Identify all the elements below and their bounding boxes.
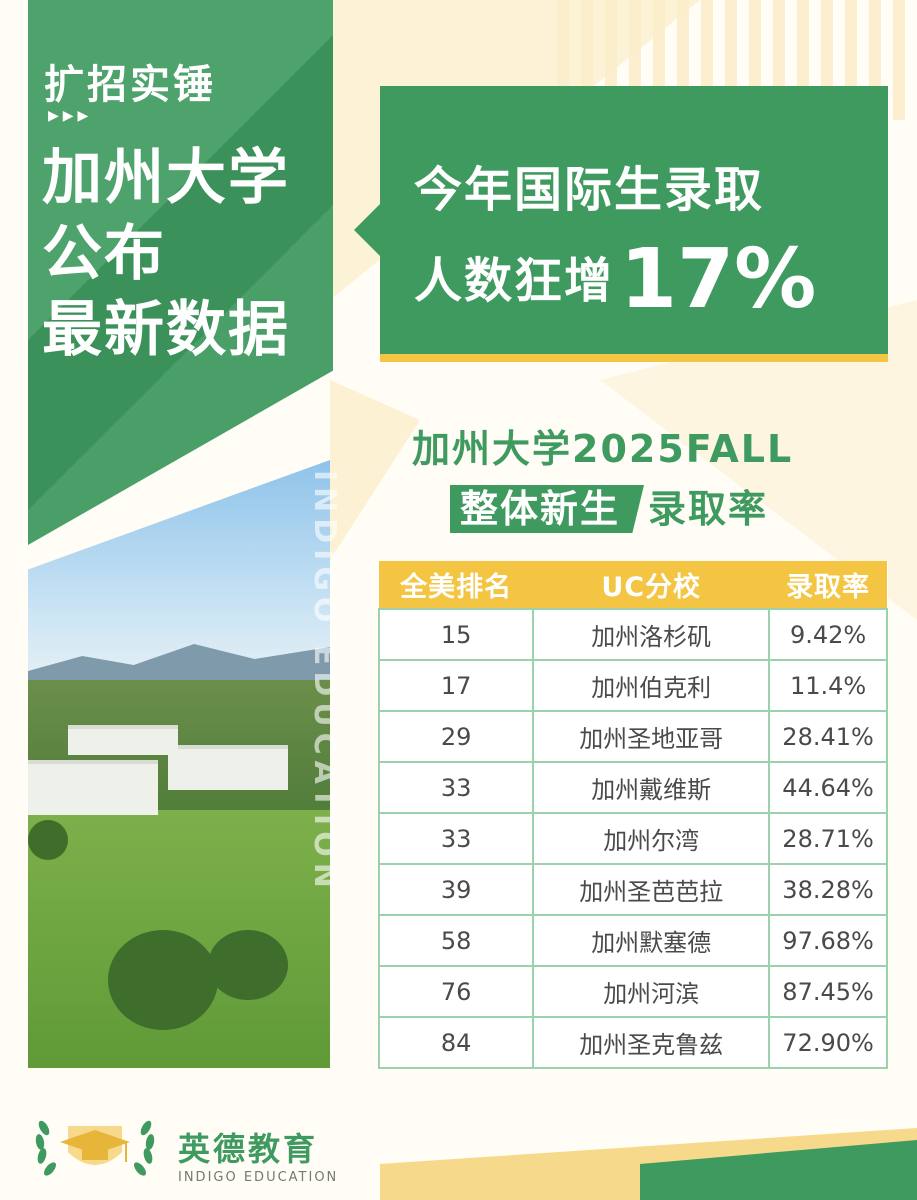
headline-line: 加州大学 bbox=[42, 143, 290, 213]
table-row: 33 加州戴维斯 44.64% bbox=[377, 761, 888, 814]
school-cell: 加州默塞德 bbox=[532, 914, 771, 967]
school-cell: 加州河滨 bbox=[532, 965, 771, 1018]
table-row: 58 加州默塞德 97.68% bbox=[377, 914, 888, 967]
headline-line: 公布 bbox=[42, 219, 166, 289]
rank-cell: 33 bbox=[377, 812, 535, 865]
rate-cell: 87.45% bbox=[768, 965, 888, 1018]
rate-cell: 38.28% bbox=[768, 863, 888, 916]
rank-cell: 15 bbox=[377, 608, 535, 661]
rate-cell: 28.41% bbox=[768, 710, 888, 763]
table-header-row: 全美排名 UC分校 录取率 bbox=[379, 561, 887, 609]
table-row: 15 加州洛杉矶 9.42% bbox=[377, 608, 888, 661]
rank-cell: 76 bbox=[377, 965, 535, 1018]
table-row: 33 加州尔湾 28.71% bbox=[377, 812, 888, 865]
callout-percent: 17% bbox=[620, 232, 817, 327]
callout-line1: 今年国际生录取 bbox=[414, 162, 765, 218]
rank-cell: 17 bbox=[377, 659, 535, 712]
rank-cell: 58 bbox=[377, 914, 535, 967]
rate-cell: 9.42% bbox=[768, 608, 888, 661]
school-cell: 加州圣芭芭拉 bbox=[532, 863, 771, 916]
callout-line2: 人数狂增17% bbox=[414, 232, 816, 327]
rate-cell: 97.68% bbox=[768, 914, 888, 967]
callout-box: 今年国际生录取 人数狂增17% bbox=[354, 86, 888, 362]
watermark: INDIGO EDUCATION bbox=[307, 470, 342, 894]
table-row: 39 加州圣芭芭拉 38.28% bbox=[377, 863, 888, 916]
table-row: 84 加州圣克鲁兹 72.90% bbox=[377, 1016, 888, 1069]
rank-cell: 39 bbox=[377, 863, 535, 916]
brand-name: 英德教育 bbox=[178, 1130, 319, 1168]
school-cell: 加州洛杉矶 bbox=[532, 608, 771, 661]
rate-cell: 44.64% bbox=[768, 761, 888, 814]
rank-cell: 33 bbox=[377, 761, 535, 814]
campus-photo bbox=[28, 460, 330, 1068]
headline-line: 最新数据 bbox=[42, 295, 290, 365]
rate-cell: 11.4% bbox=[768, 659, 888, 712]
school-cell: 加州尔湾 bbox=[532, 812, 771, 865]
admission-rate-table: 全美排名 UC分校 录取率 15 加州洛杉矶 9.42% 17 加州伯克利 11.4% 29… bbox=[377, 561, 888, 1069]
rank-cell: 84 bbox=[377, 1016, 535, 1069]
tagline: 扩招实锤 bbox=[44, 62, 216, 108]
header-rate: 录取率 bbox=[769, 561, 887, 609]
table-row: 29 加州圣地亚哥 28.41% bbox=[377, 710, 888, 763]
rate-cell: 28.71% bbox=[768, 812, 888, 865]
rate-cell: 72.90% bbox=[768, 1016, 888, 1069]
table-title: 加州大学2025FALL bbox=[412, 427, 794, 471]
school-cell: 加州圣地亚哥 bbox=[532, 710, 771, 763]
headline: 加州大学 公布 最新数据 bbox=[42, 140, 332, 368]
brand-name-en: INDIGO EDUCATION bbox=[178, 1170, 339, 1185]
table-subtitle: 整体新生 录取率 bbox=[450, 478, 768, 533]
header-school: UC分校 bbox=[533, 561, 770, 609]
rank-cell: 29 bbox=[377, 710, 535, 763]
school-cell: 加州戴维斯 bbox=[532, 761, 771, 814]
subtitle-highlight: 整体新生 bbox=[450, 485, 645, 533]
table-row: 17 加州伯克利 11.4% bbox=[377, 659, 888, 712]
arrows-icon: ▶▶▶ bbox=[48, 108, 93, 124]
header-rank: 全美排名 bbox=[379, 561, 534, 609]
school-cell: 加州圣克鲁兹 bbox=[532, 1016, 771, 1069]
callout-text: 人数狂增 bbox=[414, 253, 615, 309]
graduation-cap-laurel-icon bbox=[35, 1120, 155, 1176]
school-cell: 加州伯克利 bbox=[532, 659, 771, 712]
subtitle-rest: 录取率 bbox=[648, 487, 769, 531]
table-row: 76 加州河滨 87.45% bbox=[377, 965, 888, 1018]
